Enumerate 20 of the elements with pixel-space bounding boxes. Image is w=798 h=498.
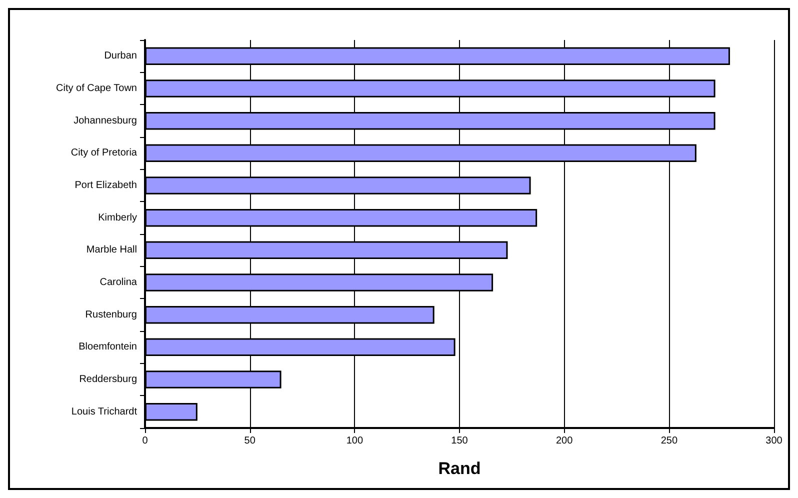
y-tick-label: Carolina (100, 277, 138, 288)
y-tick-label: Rustenburg (85, 309, 137, 320)
y-tick-label: Marble Hall (86, 244, 137, 256)
y-tick-label: Louis Trichardt (71, 406, 138, 418)
y-tick-label: Durban (104, 50, 137, 62)
x-tick-label: 0 (142, 436, 148, 446)
x-tick-label: 300 (766, 436, 783, 446)
y-tick-label: Port Elizabeth (74, 180, 137, 191)
x-tick-label: 100 (346, 436, 364, 446)
x-tick-label: 50 (244, 436, 256, 446)
y-tick-label: Bloemfontein (78, 342, 137, 353)
x-tick-label: 250 (660, 436, 678, 446)
y-tick-label: City of Pretoria (70, 148, 138, 159)
x-axis-title: Rand (438, 459, 481, 478)
y-tick-label: Kimberly (98, 212, 137, 224)
y-tick-label: Reddersburg (79, 374, 137, 385)
x-tick-label: 150 (451, 436, 468, 446)
y-tick-label: City of Cape Town (56, 83, 137, 94)
x-tick-label: 200 (556, 436, 574, 446)
y-tick-label: Johannesburg (74, 115, 137, 126)
